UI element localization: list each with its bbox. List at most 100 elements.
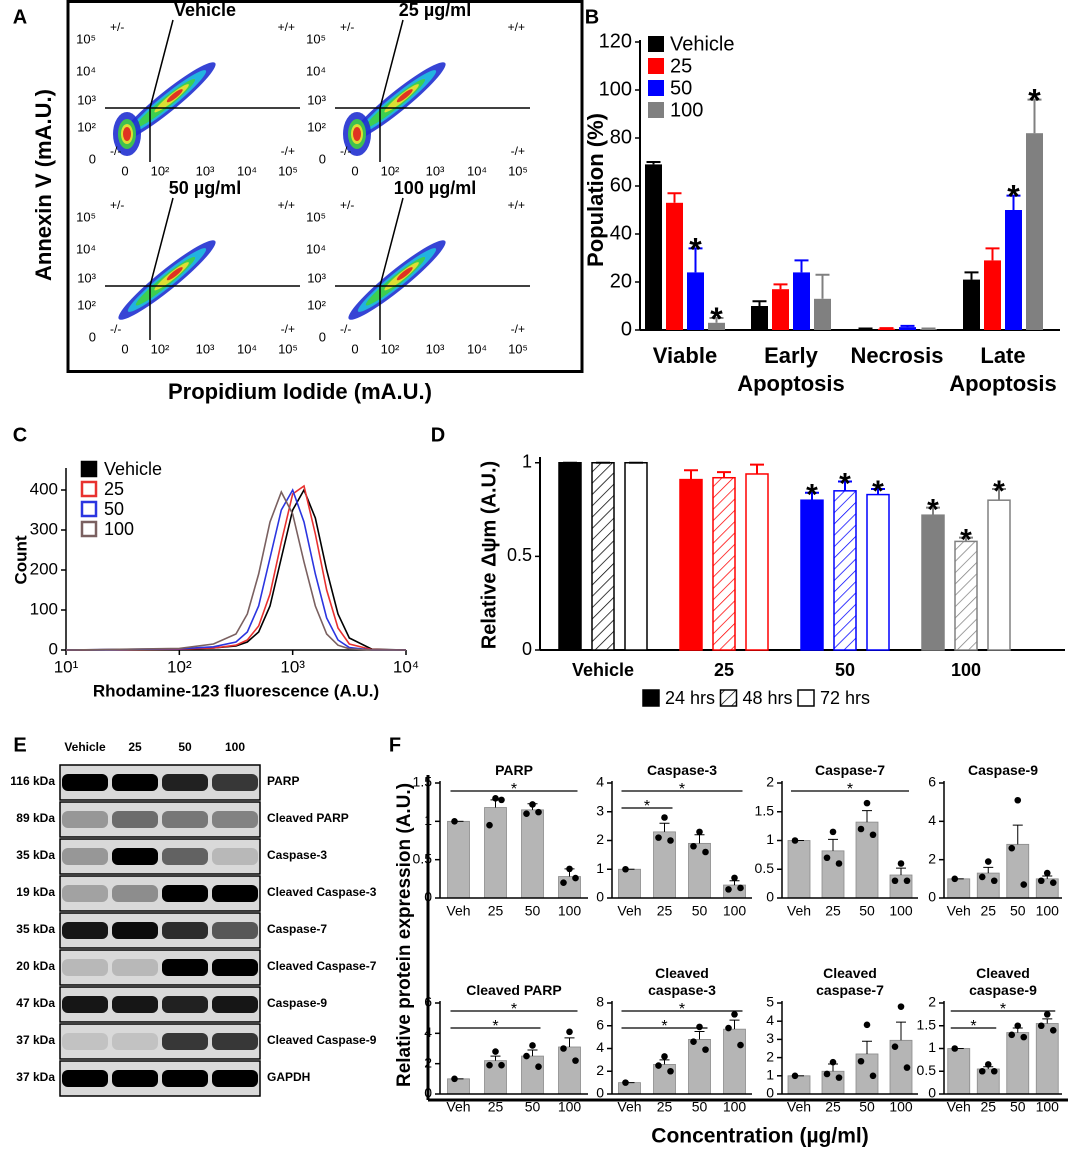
x-tick-label: 10³ [426, 163, 445, 178]
y-axis-label: Population (%) [583, 113, 608, 267]
chart-title-box: Cleaved caspase-3 [648, 965, 716, 998]
blot-band [112, 848, 158, 865]
quadrant-label: +/- [110, 20, 124, 34]
significance-star: * [806, 479, 818, 512]
data-point [702, 848, 709, 856]
x-tick-label: 100 [723, 1099, 747, 1115]
gate-line [379, 197, 404, 287]
gate-line [379, 19, 404, 109]
x-tick-label: 100 [558, 1099, 582, 1115]
y-tick-label: 0 [766, 889, 774, 905]
data-point [690, 842, 697, 850]
data-point [667, 1067, 674, 1075]
significance-star: * [492, 1018, 498, 1035]
x-tick-label: 25 [980, 903, 996, 919]
bar [947, 878, 971, 899]
y-tick-label: 10³ [77, 92, 96, 107]
error-bar [959, 536, 973, 542]
x-axis-label: Propidium Iodide (mA.U.) [168, 379, 432, 404]
y-tick-label: 0 [89, 329, 96, 344]
significance-star: * [679, 1001, 685, 1018]
bar [954, 540, 978, 651]
x-tick-label: 50 [1010, 903, 1026, 919]
protein-label: Caspase-3 [267, 848, 327, 862]
x-tick-label: 10⁵ [278, 341, 298, 356]
x-tick-label: 25 [980, 1099, 996, 1115]
bar [787, 840, 811, 899]
y-tick-label: 10⁵ [306, 31, 326, 46]
bar [645, 164, 662, 330]
blot-band [112, 774, 158, 791]
quadrant-label: -/+ [511, 144, 525, 158]
x-tick-label: 10² [381, 163, 400, 178]
error-bar [717, 471, 731, 478]
blot-band [62, 848, 108, 865]
blot-band [62, 811, 108, 828]
x-tick-label: 100 [889, 1099, 913, 1115]
data-point [566, 1028, 573, 1036]
y-tick-label: 0 [928, 1085, 936, 1101]
y-tick-label: 100 [30, 599, 58, 618]
significance-star: * [960, 524, 972, 557]
panel-label: E [13, 734, 26, 756]
chart-title: PARP [495, 762, 533, 778]
error-bar [688, 247, 703, 273]
bar [666, 202, 683, 330]
x-tick-label: 0 [121, 163, 128, 178]
error-bar [983, 866, 994, 874]
data-point [737, 884, 744, 892]
protein-label: Caspase-9 [267, 996, 327, 1010]
legend-swatch [80, 500, 98, 518]
legend-label: 50 [104, 499, 124, 519]
x-tick-label: Early Apoptosis [737, 343, 845, 396]
error-bar [992, 487, 1006, 501]
error-bar [838, 480, 852, 491]
data-point [1049, 1027, 1057, 1034]
x-tick-label: 25 [825, 1099, 841, 1115]
data-point [523, 1052, 530, 1060]
data-point [1014, 796, 1022, 804]
data-point [891, 877, 899, 885]
bar [814, 298, 831, 330]
error-bar [694, 1030, 705, 1040]
x-tick-label: 100 [951, 660, 981, 680]
data-point [696, 1023, 703, 1031]
y-tick-label: 40 [610, 222, 632, 244]
series-line [65, 488, 406, 651]
bar [920, 329, 937, 330]
y-tick-label: 10⁴ [76, 63, 96, 78]
x-tick-label: 25 [714, 660, 734, 680]
y-tick-label: 1 [928, 1039, 936, 1055]
kda-label: 35 kDa [16, 848, 55, 862]
data-point [951, 1045, 959, 1052]
x-axis-label: Rhodamine-123 fluorescence (A.U.) [93, 681, 379, 700]
plot-title: Vehicle [174, 0, 236, 20]
y-tick-label: 10⁵ [76, 209, 96, 224]
blot-band [162, 922, 208, 939]
blot-band [212, 1070, 258, 1087]
data-point [990, 877, 998, 885]
error-bar [752, 300, 767, 306]
legend-label: 100 [104, 519, 134, 539]
data-point [1020, 1033, 1028, 1041]
legend-swatch [648, 58, 664, 74]
legend-swatch [648, 102, 664, 118]
error-bar [862, 810, 872, 823]
panel-label: A [13, 6, 27, 28]
bar [712, 476, 736, 651]
error-bar [1042, 1018, 1053, 1024]
x-tick-label: 100 [558, 903, 582, 919]
density-cloud [118, 240, 216, 320]
data-point [984, 858, 992, 865]
data-point [529, 801, 536, 808]
significance-star: * [1007, 179, 1020, 215]
protein-label: Cleaved PARP [267, 811, 349, 825]
legend-swatch [648, 80, 664, 96]
bar [751, 306, 768, 330]
y-tick-label: 8 [596, 994, 604, 1010]
data-point [903, 1064, 911, 1071]
y-tick-label: 2 [928, 994, 936, 1010]
x-tick-label: Veh [787, 1099, 811, 1115]
error-bar [773, 283, 788, 290]
bar [800, 499, 824, 651]
